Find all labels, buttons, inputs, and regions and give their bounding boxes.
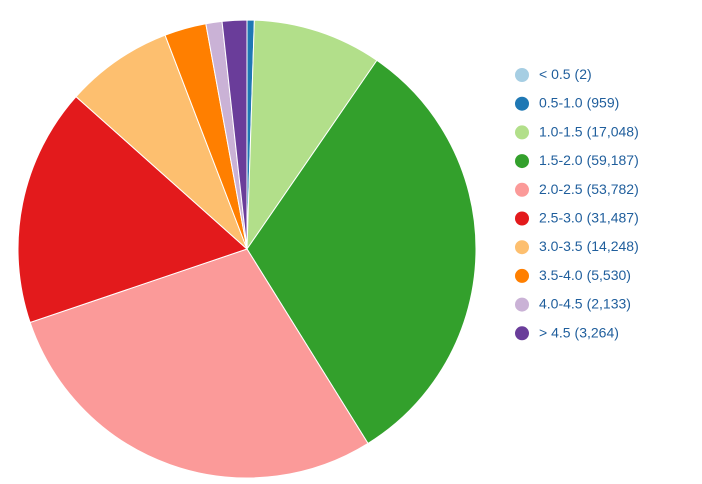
legend-swatch xyxy=(515,211,529,226)
legend-label: 2.0-2.5 (53,782) xyxy=(539,181,639,197)
legend-swatch xyxy=(515,154,529,169)
pie-slice xyxy=(246,59,477,445)
legend-label: 1.5-2.0 (59,187) xyxy=(539,152,639,168)
legend-category: < 0.5 xyxy=(539,66,571,82)
legend-label: 3.5-4.0 (5,530) xyxy=(539,267,631,283)
legend-category: 1.0-1.5 xyxy=(539,123,583,139)
pie-slice xyxy=(246,19,378,251)
legend-label: 0.5-1.0 (959) xyxy=(539,94,619,110)
legend-value: (31,487) xyxy=(587,209,639,225)
legend-label: 4.0-4.5 (2,133) xyxy=(539,295,631,311)
legend-swatch xyxy=(515,96,529,111)
legend-value: (53,782) xyxy=(587,181,639,197)
pie-slice xyxy=(221,19,248,250)
legend-swatch xyxy=(515,240,529,255)
legend-category: 2.0-2.5 xyxy=(539,181,583,197)
legend-value: (59,187) xyxy=(587,152,639,168)
legend-swatch xyxy=(515,326,529,341)
legend-label: > 4.5 (3,264) xyxy=(539,324,619,340)
legend-value: (2,133) xyxy=(587,295,631,311)
legend-swatch xyxy=(515,297,529,312)
legend-label: 2.5-3.0 (31,487) xyxy=(539,209,639,225)
pie-slice xyxy=(75,34,248,250)
legend-category: 1.5-2.0 xyxy=(539,152,583,168)
legend-value: (17,048) xyxy=(587,123,639,139)
legend-value: (14,248) xyxy=(587,238,639,254)
legend-category: 4.0-4.5 xyxy=(539,295,583,311)
legend-label: 1.0-1.5 (17,048) xyxy=(539,123,639,139)
legend-category: 0.5-1.0 xyxy=(539,94,583,110)
legend-label: 3.0-3.5 (14,248) xyxy=(539,238,639,254)
legend-swatch xyxy=(515,125,529,140)
legend-category: > 4.5 xyxy=(539,324,571,340)
legend-label: < 0.5 (2) xyxy=(539,66,592,82)
pie-slice xyxy=(17,95,248,324)
legend-category: 3.5-4.0 xyxy=(539,267,583,283)
legend-swatch xyxy=(515,268,529,283)
legend-swatch xyxy=(515,182,529,197)
legend-value: (2) xyxy=(575,66,592,82)
legend-value: (3,264) xyxy=(575,324,619,340)
legend-value: (5,530) xyxy=(587,267,631,283)
legend-category: 3.0-3.5 xyxy=(539,238,583,254)
legend-value: (959) xyxy=(587,94,620,110)
legend-category: 2.5-3.0 xyxy=(539,209,583,225)
pie-slice xyxy=(29,248,369,479)
legend-swatch xyxy=(515,68,529,82)
